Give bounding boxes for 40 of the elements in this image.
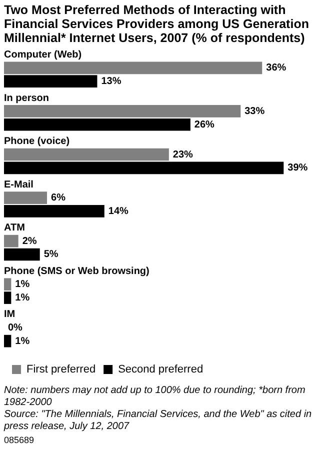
y-tick-label: Computer (Web) [4,50,82,61]
bar [4,75,98,88]
bar [4,334,12,348]
bar [4,234,18,248]
data-label: 26% [194,119,215,130]
bar [4,118,190,131]
data-label: 14% [108,206,129,217]
data-label: 36% [266,62,286,74]
data-label: 2% [22,236,37,247]
data-label: 1% [15,292,30,304]
data-label: 1% [15,279,30,290]
data-label: 1% [15,336,30,347]
y-tick-label: Phone (voice) [4,136,70,148]
bar [4,205,104,218]
bar [4,248,40,261]
data-label: 13% [101,76,122,88]
legend-label: First preferred [26,364,96,376]
data-label: 33% [244,106,265,117]
chart-title: Two Most Preferred Methods of Interacting with Financial Services Providers among US Generation Millennial* Internet Users, 2007 (% of respondents) [3,2,310,45]
bar [4,292,12,304]
bar [4,192,48,204]
y-tick-label: ATM [4,222,25,234]
bar [4,278,12,291]
legend-label: Second preferred [118,364,204,376]
y-tick-label: Phone (SMS or Web browsing) [4,266,150,277]
bar [4,148,169,161]
text: 085689 [4,435,36,445]
data-label: 6% [51,192,66,204]
text: Note: numbers may not add up to 100% due to rounding; *born from 1982-2000 [4,385,306,409]
y-tick-label: E-Mail [4,179,34,190]
data-label: 5% [44,249,58,260]
bar [4,62,262,74]
data-label: 0% [8,322,23,334]
y-tick-label: IM [4,309,16,320]
data-label: 39% [288,162,308,174]
bar [4,105,241,118]
data-label: 23% [172,149,194,160]
source-note: Source: "The Millennials, Financial Services, and the Web" as cited in press release, July 12, 2007 [4,409,313,433]
bar [4,162,284,174]
y-tick-label: In person [4,92,50,104]
